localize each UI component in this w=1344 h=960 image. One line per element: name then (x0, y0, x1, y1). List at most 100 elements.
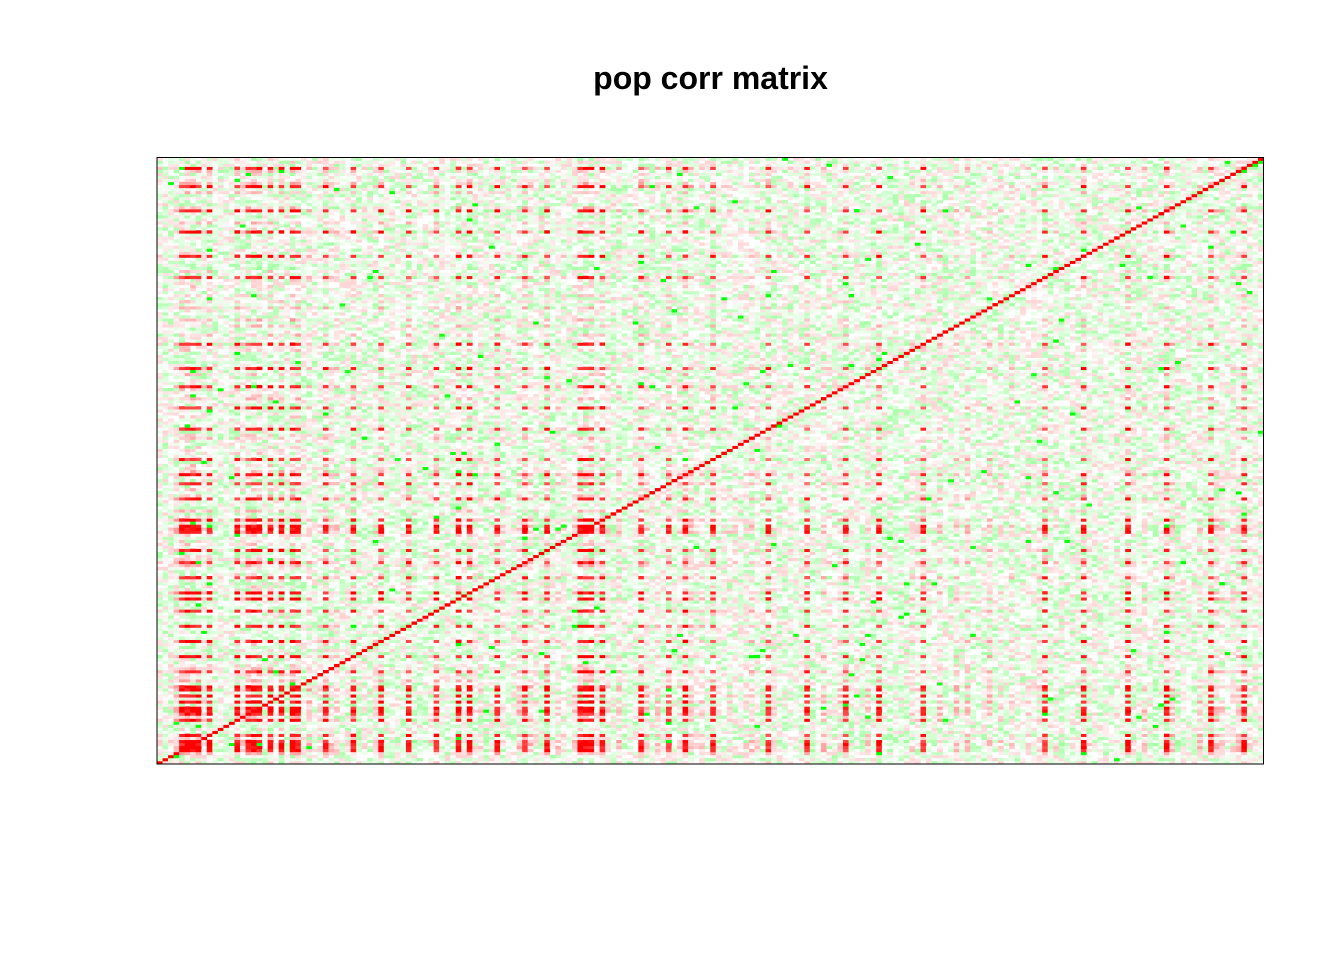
heatmap-cell (168, 594, 174, 597)
heatmap-cell (212, 543, 218, 546)
heatmap-cell (218, 734, 224, 737)
heatmap-cell (207, 406, 213, 409)
heatmap-cell (284, 346, 290, 349)
heatmap-cell (317, 664, 323, 667)
heatmap-cell (201, 170, 207, 173)
heatmap-cell (312, 603, 318, 606)
heatmap-cell (212, 679, 218, 682)
heatmap-cell (290, 561, 296, 564)
heatmap-cell (301, 612, 307, 615)
heatmap-cell (229, 685, 235, 688)
heatmap-cell (168, 400, 174, 403)
heatmap-cell (190, 615, 196, 618)
heatmap-cell (157, 482, 163, 485)
heatmap-cell (212, 215, 218, 218)
heatmap-cell (290, 755, 296, 758)
heatmap-cell (290, 512, 296, 515)
heatmap-cell (262, 297, 268, 300)
heatmap-cell (212, 206, 218, 209)
heatmap-cell (284, 500, 290, 503)
heatmap-cell (295, 385, 301, 388)
heatmap-cell (168, 409, 174, 412)
heatmap-cell (163, 631, 169, 634)
heatmap-cell (262, 309, 268, 312)
heatmap-cell (257, 564, 263, 567)
heatmap-cell (212, 209, 218, 212)
heatmap-cell (223, 191, 229, 194)
heatmap-cell (284, 691, 290, 694)
heatmap-cell (251, 194, 257, 197)
heatmap-cell (251, 394, 257, 397)
heatmap-cell (179, 430, 185, 433)
heatmap-cell (163, 194, 169, 197)
heatmap-cell (295, 188, 301, 191)
heatmap-cell (185, 267, 191, 270)
heatmap-cell (168, 321, 174, 324)
heatmap-cell (196, 752, 202, 755)
heatmap-cell (257, 261, 263, 264)
heatmap-cell (262, 188, 268, 191)
heatmap-cell (179, 473, 185, 476)
heatmap-cell (246, 273, 252, 276)
heatmap-cell (257, 479, 263, 482)
heatmap-cell (312, 282, 318, 285)
heatmap-cell (262, 715, 268, 718)
heatmap-cell (301, 646, 307, 649)
heatmap-cell (306, 603, 312, 606)
heatmap-cell (174, 267, 180, 270)
heatmap-cell (279, 261, 285, 264)
heatmap-cell (229, 485, 235, 488)
heatmap-cell (218, 685, 224, 688)
heatmap-cell (290, 245, 296, 248)
heatmap-cell (201, 409, 207, 412)
heatmap-cell (306, 700, 312, 703)
heatmap-cell (246, 440, 252, 443)
heatmap-cell (240, 267, 246, 270)
heatmap-cell (251, 312, 257, 315)
heatmap-cell (312, 715, 318, 718)
heatmap-cell (268, 731, 274, 734)
heatmap-cell (157, 176, 163, 179)
heatmap-cell (174, 585, 180, 588)
heatmap-cell (301, 518, 307, 521)
heatmap-cell (284, 685, 290, 688)
heatmap-cell (306, 291, 312, 294)
heatmap-cell (246, 267, 252, 270)
heatmap-cell (290, 591, 296, 594)
heatmap-cell (290, 740, 296, 743)
heatmap-cell (301, 209, 307, 212)
heatmap-cell (229, 197, 235, 200)
heatmap-cell (268, 749, 274, 752)
heatmap-cell (268, 264, 274, 267)
heatmap-cell (234, 479, 240, 482)
heatmap-cell (246, 552, 252, 555)
heatmap-cell (301, 655, 307, 658)
heatmap-cell (295, 397, 301, 400)
heatmap-cell (262, 218, 268, 221)
heatmap-cell (273, 288, 279, 291)
heatmap-cell (246, 546, 252, 549)
heatmap-cell (284, 737, 290, 740)
heatmap-cell (207, 703, 213, 706)
heatmap-cell (279, 309, 285, 312)
heatmap-cell (273, 312, 279, 315)
heatmap-cell (240, 491, 246, 494)
heatmap-cell (190, 591, 196, 594)
heatmap-cell (201, 494, 207, 497)
heatmap-cell (301, 440, 307, 443)
heatmap-cell (190, 597, 196, 600)
heatmap-cell (273, 600, 279, 603)
heatmap-cell (179, 300, 185, 303)
heatmap-cell (157, 242, 163, 245)
heatmap-cell (223, 752, 229, 755)
heatmap-cell (279, 282, 285, 285)
heatmap-cell (251, 755, 257, 758)
heatmap-cell (268, 637, 274, 640)
heatmap-cell (295, 664, 301, 667)
heatmap-cell (317, 582, 323, 585)
heatmap-cell (273, 173, 279, 176)
heatmap-cell (284, 612, 290, 615)
heatmap-cell (240, 440, 246, 443)
heatmap-cell (174, 324, 180, 327)
heatmap-cell (201, 509, 207, 512)
